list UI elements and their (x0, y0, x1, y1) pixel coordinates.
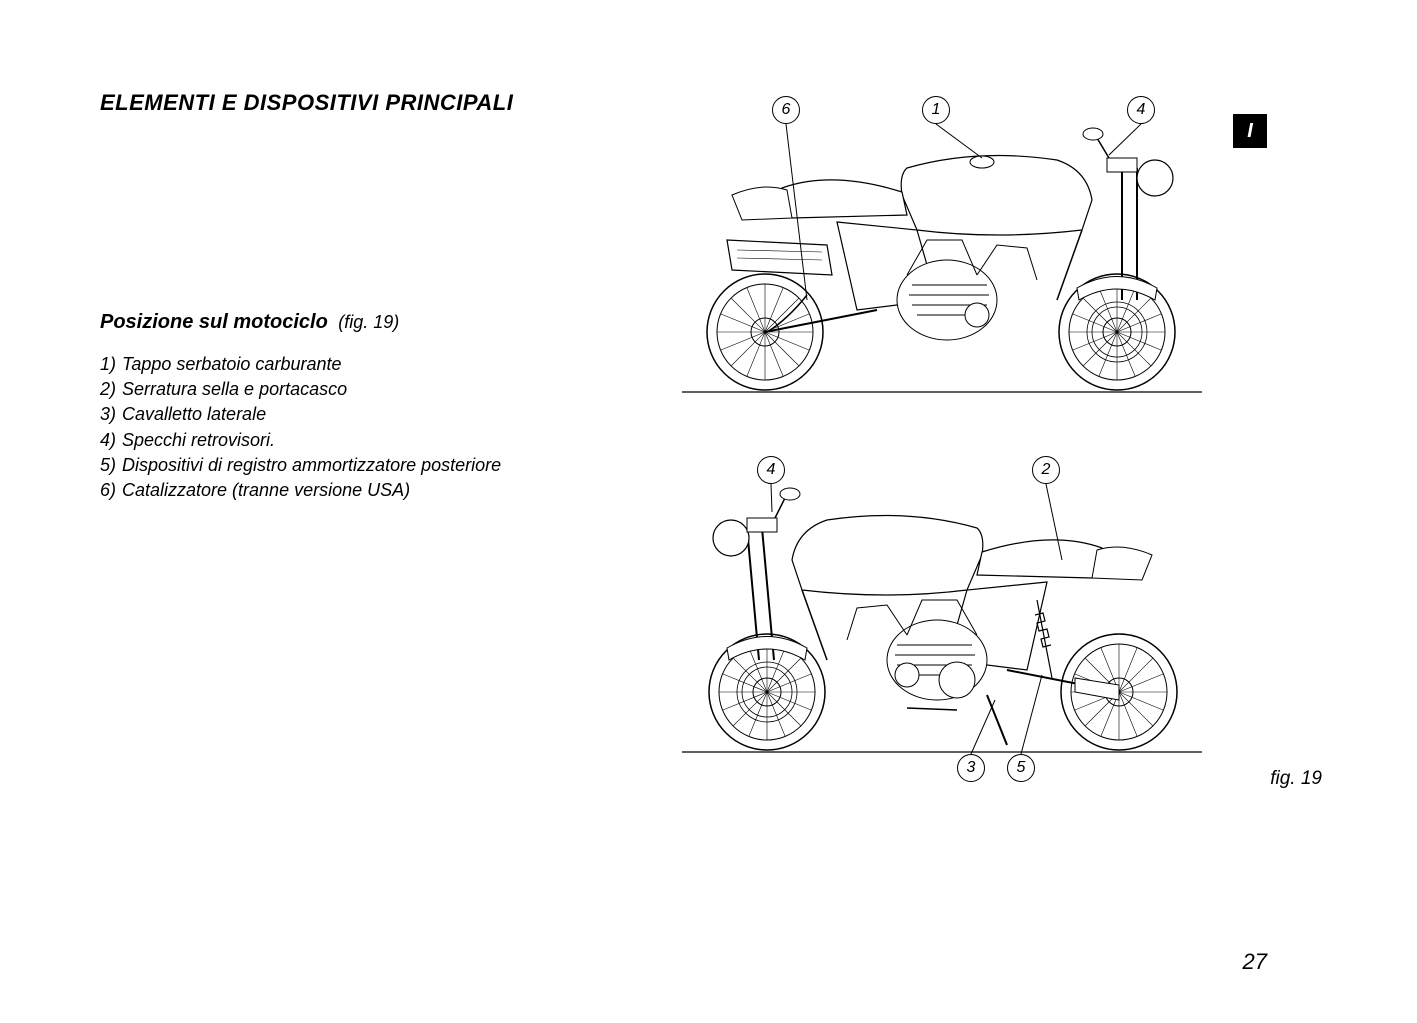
callout-5: 5 (1007, 754, 1035, 782)
list-item: 5)Dispositivi di registro ammortizzatore… (100, 453, 660, 478)
callout-2: 2 (1032, 456, 1060, 484)
figures-container: 6 1 4 (677, 100, 1207, 840)
list-item: 3)Cavalletto laterale (100, 402, 660, 427)
figure-label: fig. 19 (1270, 768, 1322, 790)
callout-6: 6 (772, 96, 800, 124)
subsection-heading: Posizione sul motociclo (fig. 19) (100, 311, 660, 334)
language-tab: I (1233, 114, 1267, 148)
list-item: 2)Serratura sella e portacasco (100, 377, 660, 402)
callout-3: 3 (957, 754, 985, 782)
figure-top: 6 1 4 (677, 100, 1207, 420)
list-item: 6)Catalizzatore (tranne versione USA) (100, 478, 660, 503)
list-item: 1)Tappo serbatoio carburante (100, 352, 660, 377)
callout-4-bottom: 4 (757, 456, 785, 484)
item-list: 1)Tappo serbatoio carburante 2)Serratura… (100, 352, 660, 503)
subsection: Posizione sul motociclo (fig. 19) 1)Tapp… (100, 311, 660, 503)
figure-bottom: 4 2 3 5 fig. 19 (677, 460, 1207, 800)
motorcycle-right-diagram (677, 100, 1207, 420)
left-content: ELEMENTI E DISPOSITIVI PRINCIPALI Posizi… (100, 90, 660, 503)
callout-4: 4 (1127, 96, 1155, 124)
page-container: ELEMENTI E DISPOSITIVI PRINCIPALI Posizi… (0, 0, 1417, 1023)
motorcycle-left-diagram (677, 460, 1207, 800)
section-title: ELEMENTI E DISPOSITIVI PRINCIPALI (100, 90, 660, 116)
list-item: 4)Specchi retrovisori. (100, 428, 660, 453)
callout-1: 1 (922, 96, 950, 124)
subsection-title: Posizione sul motociclo (100, 311, 328, 333)
subsection-reference: (fig. 19) (338, 312, 399, 332)
page-number: 27 (1243, 949, 1267, 975)
